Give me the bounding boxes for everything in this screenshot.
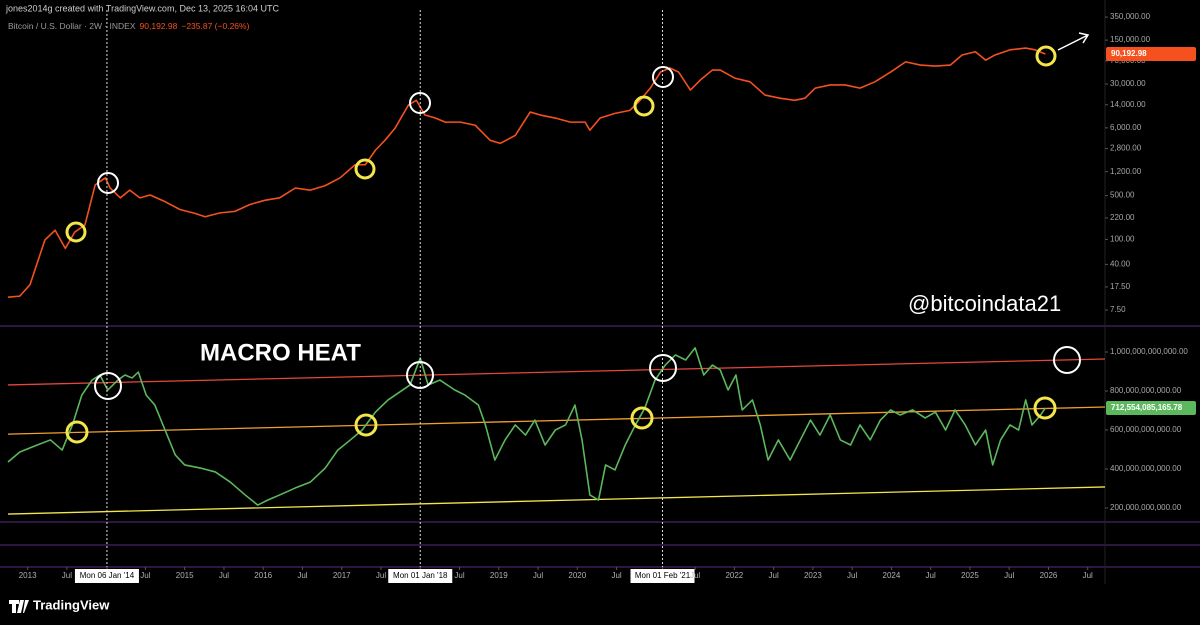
y-tick-label: 1,200.00 [1110,167,1142,176]
x-tick-label: Jul [611,571,621,580]
last-value-box [1106,46,1196,61]
series-line [7,347,1046,506]
top-circle [97,172,119,194]
heat-entry-circle [354,413,378,437]
x-tick-label: 2017 [333,571,351,580]
x-tick-label: 2020 [568,571,586,580]
top-circle [652,66,674,88]
entry-circle [65,221,87,243]
x-tick-highlight [630,569,695,583]
heat-entry-circle [630,406,654,430]
x-tick-label: Jul [219,571,229,580]
x-tick-label: Mon 01 Feb '21 [635,571,691,580]
credit: jones2014g created with TradingView.com,… [5,3,279,13]
x-tick-label: Jul [1083,571,1093,580]
pane-title: MACRO HEAT [200,339,361,366]
y-tick-label: 7.50 [1110,305,1126,314]
last-value-box [1106,401,1196,416]
annotations [65,32,1090,444]
plot-area: 350,000.00150,000.0070,000.0030,000.0014… [7,10,1196,583]
heat-entry-circle [65,420,89,444]
x-tick-label: Jul [847,571,857,580]
x-tick-label: Jul [1004,571,1014,580]
x-tick-label: 2025 [961,571,979,580]
entry-circle [1035,45,1057,67]
x-tick-highlight [74,569,139,583]
y-tick-label: 200,000,000,000.00 [1110,503,1182,512]
legend-line: Bitcoin / U.S. Dollar · 2W · INDEX 90,192… [8,21,250,31]
y-tick-label: 1,000,000,000,000.00 [1110,347,1188,356]
entry-circle [633,95,655,117]
y-tick-label: 30,000.00 [1110,79,1146,88]
x-tick-label: 2026 [1040,571,1058,580]
symbol: Bitcoin / U.S. Dollar · 2W · INDEX [8,21,136,31]
x-tick-label: Jul [769,571,779,580]
price-change: −235.87 (−0.26%) [181,21,249,31]
x-tick-label: Jul [533,571,543,580]
x-tick-label: Jul [926,571,936,580]
entry-circle [354,158,376,180]
arrow [1057,32,1090,51]
x-tick-label: Jul [297,571,307,580]
trend-line [7,358,1106,386]
x-tick-label: 2024 [883,571,901,580]
y-tick-label: 17.50 [1110,282,1131,291]
x-tick-label: 2019 [490,571,508,580]
y-tick-label: 350,000.00 [1110,12,1151,21]
y-tick-label: 600,000,000,000.00 [1110,425,1182,434]
y-tick-label: 500.00 [1110,191,1135,200]
heat-top-circle [406,361,434,389]
y-tick-label: 220.00 [1110,213,1135,222]
y-tick-label: 14,000.00 [1110,100,1146,109]
logo [9,600,29,613]
x-tick-label: Mon 01 Jan '18 [393,571,448,580]
y-tick-label: 800,000,000,000.00 [1110,386,1182,395]
y-tick-label: 400,000,000,000.00 [1110,464,1182,473]
y-tick-label: 6,000.00 [1110,123,1142,132]
y-tick-label: 150,000.00 [1110,35,1151,44]
top-circle [409,92,431,114]
trend-line [7,486,1106,515]
x-tick-label: Jul [140,571,150,580]
x-tick-label: Jul [690,571,700,580]
logo-mark [9,600,29,613]
x-tick-highlight [388,569,453,583]
x-tick-label: 2023 [804,571,822,580]
x-tick-label: Mon 06 Jan '14 [80,571,135,580]
series-line [7,47,1046,299]
heat-entry-circle [1033,396,1057,420]
y-tick-label: 40.00 [1110,260,1131,269]
heat-top-circle [1053,346,1081,374]
brand: TradingView [33,597,110,612]
x-tick-label: Jul [376,571,386,580]
x-tick-label: Jul [62,571,72,580]
last-price: 90,192.98 [140,21,178,31]
last-value-label: 712,554,085,165.78 [1111,403,1183,412]
y-tick-label: 100.00 [1110,235,1135,244]
x-tick-label: Jul [454,571,464,580]
x-tick-label: 2015 [176,571,194,580]
y-tick-label: 2,800.00 [1110,144,1142,153]
last-value-label: 90,192.98 [1111,49,1147,58]
trend-line [7,406,1106,435]
heat-top-circle [94,372,122,400]
heat-top-circle [649,354,677,382]
watermark: @bitcoindata21 [908,291,1061,316]
x-tick-label: 2016 [254,571,272,580]
x-tick-label: 2022 [725,571,743,580]
x-tick-label: 2013 [19,571,37,580]
